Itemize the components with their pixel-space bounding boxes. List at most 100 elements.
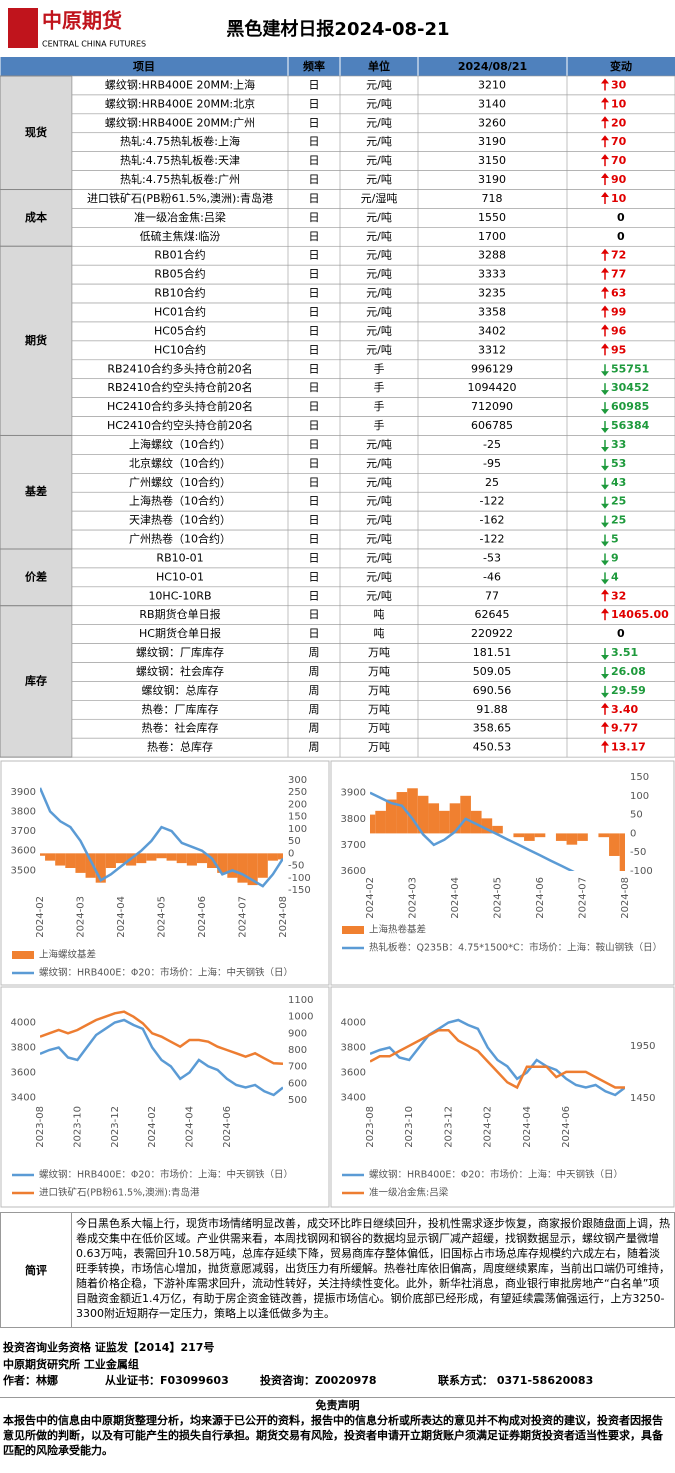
value: -25 (483, 438, 501, 451)
item: 低硫主焦煤:临汾 (140, 229, 221, 243)
value: 62645 (475, 608, 510, 621)
item: RB01合约 (154, 248, 205, 262)
freq: 周 (309, 722, 320, 735)
freq: 日 (309, 457, 320, 470)
freq: 日 (309, 173, 320, 186)
area-bar (217, 853, 228, 873)
group-label: 库存 (25, 673, 47, 687)
unit: 手 (374, 418, 385, 432)
unit: 万吨 (368, 722, 390, 735)
unit: 元/吨 (366, 306, 392, 319)
area-bar (45, 853, 56, 861)
change: 95 (611, 343, 626, 356)
freq: 日 (309, 230, 320, 243)
area-bar (460, 795, 471, 834)
x-tick-label: 2024-02 (483, 1106, 494, 1148)
arrow-head (601, 522, 609, 528)
legend-swatch (12, 951, 34, 959)
y-tick-label: 3600 (11, 846, 36, 857)
series-line (370, 1028, 625, 1090)
item: 螺纹钢：总库存 (142, 683, 219, 697)
unit: 吨 (374, 627, 385, 640)
arrow-head (601, 589, 609, 595)
arrow-head (601, 191, 609, 197)
freq: 日 (309, 362, 320, 375)
legend-label: 上海螺纹基差 (39, 949, 96, 961)
item: 广州螺纹（10合约） (129, 475, 231, 489)
item: RB2410合约空头持仓前20名 (107, 380, 252, 394)
disclaimer-title: 免责声明 (0, 1397, 675, 1413)
group-cell (0, 434, 73, 550)
arrow-head (601, 692, 609, 698)
arrow-head (601, 484, 609, 490)
item: RB10合约 (154, 286, 205, 300)
value: 181.51 (473, 646, 512, 659)
change: 55751 (611, 362, 649, 375)
x-tick-label: 2024-04 (185, 1106, 196, 1148)
chart-frame (330, 986, 675, 1208)
value: 3358 (478, 306, 506, 319)
y2-tick-label: 700 (288, 1062, 307, 1073)
header-cell: 变动 (610, 59, 632, 73)
dept: 中原期货研究所 工业金属组 (3, 1358, 139, 1371)
change: 0 (617, 230, 625, 243)
y2-tick-label: 150 (288, 812, 307, 823)
unit: 元/吨 (366, 78, 392, 91)
x-tick-label: 2024-04 (116, 896, 127, 938)
arrow-head (601, 116, 609, 122)
series-line (40, 1018, 283, 1097)
change: 90 (611, 173, 627, 186)
arrow-head (601, 248, 609, 254)
freq: 日 (309, 551, 320, 564)
unit: 元/吨 (366, 533, 392, 546)
change: 96 (611, 324, 627, 337)
y-tick-label: 3700 (341, 840, 366, 851)
area-bar (370, 814, 376, 834)
change: 72 (611, 249, 626, 262)
x-tick-label: 2024-05 (157, 896, 168, 938)
change: 43 (611, 476, 626, 489)
y-tick-label: 3800 (11, 806, 36, 817)
chart-frame (0, 986, 330, 1208)
item: 北京螺纹（10合约） (129, 456, 231, 470)
freq: 日 (309, 154, 320, 167)
value: 690.56 (473, 684, 512, 697)
freq: 日 (309, 419, 320, 432)
item: 上海热卷（10合约） (129, 494, 231, 508)
y2-tick-label: 50 (630, 810, 643, 821)
unit: 元/吨 (366, 570, 392, 583)
freq: 日 (309, 97, 320, 110)
x-tick-label: 2024-06 (535, 877, 546, 919)
area-bar (470, 810, 482, 834)
y-tick-label: 3800 (341, 814, 366, 825)
area-bar (577, 833, 588, 841)
area-bar (619, 833, 625, 871)
y2-tick-label: -50 (288, 861, 304, 872)
unit: 元/吨 (366, 173, 392, 186)
x-tick-label: 2024-04 (450, 877, 461, 919)
unit: 万吨 (368, 684, 390, 697)
change: 99 (611, 306, 626, 319)
value: -53 (483, 551, 501, 564)
value: 1550 (478, 211, 506, 224)
qualification: 投资咨询业务资格 证监发【2014】217号 (3, 1341, 215, 1354)
x-tick-label: 2024-03 (76, 896, 87, 938)
change: 25 (611, 495, 626, 508)
change: 30 (611, 78, 627, 91)
value: 25 (485, 476, 499, 489)
area-bar (146, 853, 157, 861)
area-bar (40, 853, 46, 856)
group-label: 成本 (25, 210, 47, 224)
unit: 元/吨 (366, 495, 392, 508)
arrow-head (601, 503, 609, 509)
area-bar (492, 825, 503, 834)
arrow-head (601, 608, 609, 614)
area-bar (227, 853, 238, 878)
group-label: 基差 (24, 484, 47, 498)
x-tick-label: 2024-04 (522, 1106, 533, 1148)
arrow-head (601, 740, 609, 746)
y-tick-label: 4000 (341, 1018, 366, 1029)
item: HC05合约 (154, 323, 206, 337)
y2-tick-label: 600 (288, 1078, 307, 1089)
